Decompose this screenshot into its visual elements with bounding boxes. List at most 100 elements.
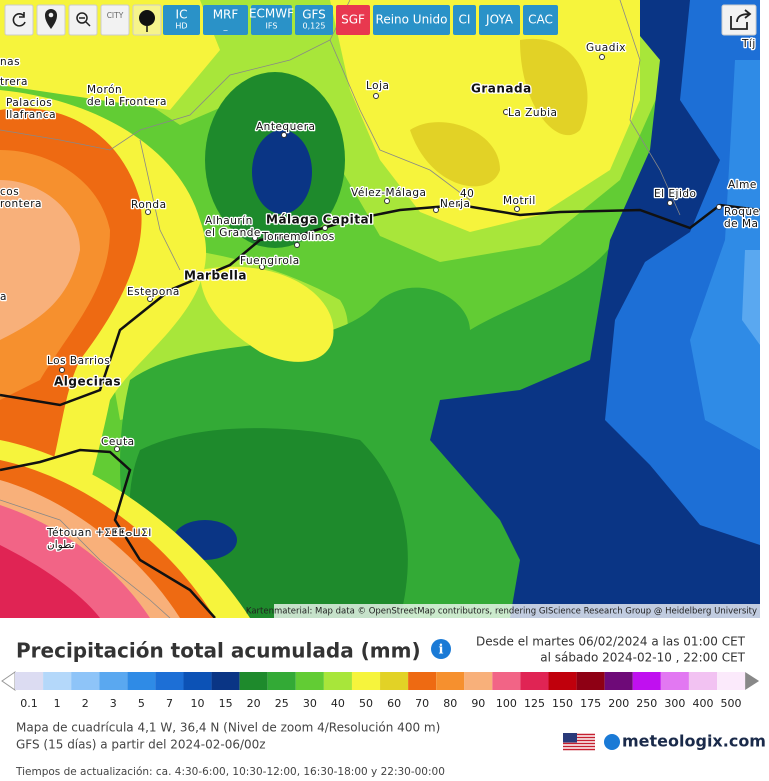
us-flag[interactable] — [563, 733, 595, 751]
scale-swatch — [183, 672, 212, 690]
scale-swatch — [71, 672, 100, 690]
update-times: Tiempos de actualización: ca. 4:30-6:00,… — [15, 766, 445, 778]
model-button-label: JOYA — [485, 13, 514, 27]
place-label: Los Barrios — [47, 355, 110, 367]
scale-swatch — [660, 672, 689, 690]
place-label: 40 — [460, 188, 474, 200]
province-borders — [0, 0, 681, 618]
place-label: Alme — [728, 179, 757, 191]
place-label: Ceuta — [101, 436, 135, 448]
place-label: Vélez-Málaga — [351, 187, 426, 199]
refresh-button[interactable] — [4, 4, 34, 36]
model-button-label: Reino Unido — [376, 13, 448, 27]
place-label: Loja — [366, 80, 389, 92]
model-button-label: CAC — [528, 13, 553, 27]
model-button[interactable] — [479, 5, 520, 35]
scale-swatch — [576, 672, 605, 690]
scale-arrow-left — [1, 671, 16, 691]
city-button[interactable] — [100, 4, 130, 36]
scale-swatch — [632, 672, 661, 690]
place-label: Roque — [724, 206, 760, 218]
model-button[interactable] — [295, 5, 333, 35]
scale-swatch — [43, 672, 72, 690]
place-label: trera — [0, 76, 28, 88]
scale-label: 70 — [415, 697, 429, 710]
model-button-label: GFS — [302, 8, 326, 22]
place-label: Palacios — [6, 97, 52, 109]
share-button[interactable] — [721, 4, 757, 36]
scale-label: 400 — [692, 697, 713, 710]
scale-swatch — [408, 672, 437, 690]
scale-label: 60 — [387, 697, 401, 710]
scale-swatch — [239, 672, 268, 690]
panel-title: Precipitación total acumulada (mm) — [16, 639, 421, 663]
scale-label: 15 — [219, 697, 233, 710]
place-label: Guadix — [586, 42, 626, 54]
model-info: GFS (15 días) a partir del 2024-02-06/00… — [16, 738, 266, 752]
place-label: cos — [0, 186, 19, 198]
pin-icon — [45, 9, 57, 29]
model-button[interactable] — [251, 5, 292, 35]
attribution: Kartenmaterial: Map data © OpenStreetMap… — [246, 607, 757, 617]
model-button-label: ECMWF — [249, 7, 294, 21]
refresh-icon — [12, 12, 26, 27]
scale-swatch — [717, 672, 746, 690]
model-button-label: IC — [176, 8, 188, 22]
scale-label: 7 — [166, 697, 173, 710]
model-button-label: SGF — [341, 13, 365, 27]
zoom-icon — [76, 12, 88, 24]
info-icon[interactable] — [431, 639, 451, 659]
place-label: Fuengirola — [240, 255, 300, 267]
scale-label: 125 — [524, 697, 545, 710]
scale-label: 3 — [110, 697, 117, 710]
place-label: Ronda — [131, 199, 167, 211]
brand: meteologix.com — [622, 732, 766, 751]
place-label: Antequera — [256, 121, 315, 133]
model-button[interactable] — [336, 5, 370, 35]
scale-label: 90 — [471, 697, 485, 710]
legend-panel: Precipitación total acumulada (mm) i Des… — [1, 635, 766, 778]
scale-swatch — [295, 672, 324, 690]
model-button[interactable] — [373, 5, 450, 35]
scale-swatch — [436, 672, 465, 690]
model-button-sub: IFS — [266, 22, 278, 31]
place-dots — [59, 54, 722, 452]
scale-label: 175 — [580, 697, 601, 710]
model-button-sub: _ — [223, 22, 229, 31]
place-label: El Ejido — [654, 188, 696, 200]
zoom-icon-lines — [79, 17, 91, 27]
model-button[interactable] — [523, 5, 558, 35]
model-button[interactable] — [163, 5, 200, 35]
scale-label: 2 — [82, 697, 89, 710]
scale-label: 25 — [275, 697, 289, 710]
scale-label: 300 — [664, 697, 685, 710]
scale-label: 80 — [443, 697, 457, 710]
place-label: el Grande — [205, 227, 261, 239]
scale-label: 20 — [247, 697, 261, 710]
place-label: Nerja — [440, 198, 470, 210]
place-label: rontera — [0, 198, 42, 210]
place-label: Motril — [503, 195, 536, 207]
zoom-button[interactable] — [68, 4, 98, 36]
color-scale: 0.1 1 2 3 5 7 10 15 20 25 30 40 50 60 70 80 90 100 125 150 1… — [1, 671, 760, 710]
scale-label: 1 — [54, 697, 61, 710]
share-icon — [730, 9, 752, 30]
model-button[interactable] — [453, 5, 476, 35]
place-label: llafranca — [6, 109, 56, 121]
scale-swatch — [548, 672, 577, 690]
attribution-bg — [274, 604, 760, 618]
place-label: تطوان — [47, 539, 75, 551]
place-label: Morón — [87, 84, 122, 96]
grid-info: Mapa de cuadrícula 4,1 W, 36,4 N (Nivel … — [16, 721, 440, 735]
scale-swatch — [127, 672, 156, 690]
model-button-sub: 0,125 — [303, 22, 326, 31]
brand-logo — [604, 734, 620, 750]
scale-swatch — [15, 672, 44, 690]
scale-swatch — [351, 672, 381, 690]
model-button[interactable] — [203, 5, 248, 35]
scale-swatch — [211, 672, 240, 690]
